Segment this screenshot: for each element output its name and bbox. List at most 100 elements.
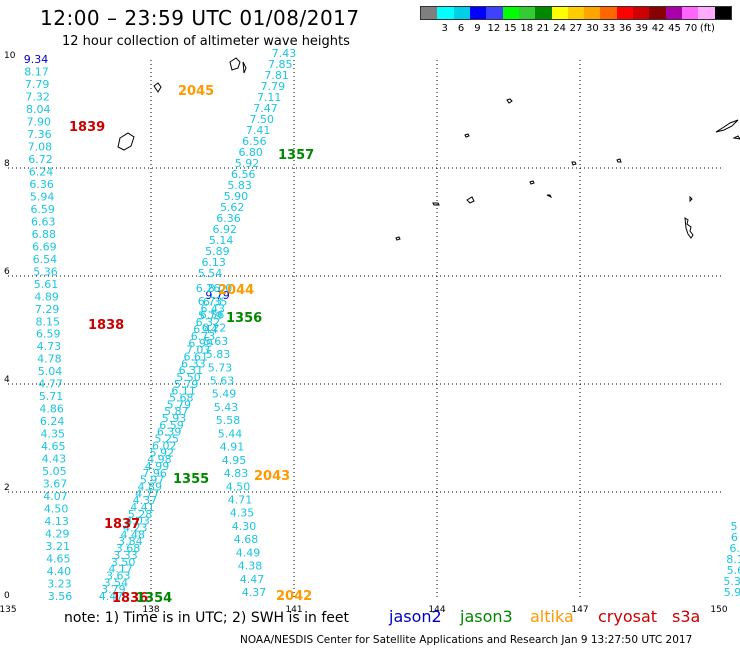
legend-swatch <box>584 7 601 19</box>
y-axis-label: 10 <box>4 51 16 61</box>
wave-height-value: 6.59 <box>159 419 184 432</box>
legend-swatch <box>633 7 650 19</box>
wave-height-value: 3.67 <box>43 478 68 491</box>
island-outline <box>242 61 247 74</box>
wave-height-value: 5.25 <box>154 433 179 446</box>
track-5: 5.955.325.68.16.65 <box>723 520 740 599</box>
wave-height-value: 9.34 <box>24 53 49 66</box>
wave-height-value: 5.87 <box>164 405 189 418</box>
wave-height-value: 4.17 <box>108 563 133 576</box>
wave-height-value: 6.88 <box>32 228 57 241</box>
wave-height-value: 4.98 <box>147 453 172 466</box>
wave-height-value: 5.90 <box>224 190 249 203</box>
x-axis-label: 138 <box>142 605 159 615</box>
wave-height-value: 5.79 <box>198 309 223 322</box>
wave-height-value: 4.89 <box>138 480 163 493</box>
wave-height-value: 3.21 <box>46 540 71 553</box>
island-outline <box>466 196 475 204</box>
wave-height-value: 5.44 <box>218 427 243 440</box>
wave-height-value: 4.50 <box>226 480 251 493</box>
island-outline <box>684 216 694 239</box>
pass-time-label: 2045 <box>178 84 214 99</box>
wave-height-value: 3.63 <box>106 569 131 582</box>
legend-swatch <box>714 7 731 19</box>
wave-height-value: 7.96 <box>142 467 167 480</box>
pass-time-label: 1354 <box>136 591 172 606</box>
wave-height-value: 6.32 <box>196 316 221 329</box>
y-axis-label: 2 <box>4 483 10 493</box>
legend-swatch <box>682 7 699 19</box>
pass-time-label: 2044 <box>218 283 254 298</box>
wave-height-value: 5.97 <box>140 474 165 487</box>
legend-label: 18 <box>520 23 534 34</box>
wave-height-value: 8.1 <box>726 553 740 566</box>
wave-height-value: 4.38 <box>238 560 263 573</box>
wave-height-value: 7.08 <box>28 140 53 153</box>
wave-height-value: 4.30 <box>232 520 257 533</box>
island-outline <box>395 236 401 241</box>
wave-height-value: 5.71 <box>39 390 64 403</box>
wave-height-value: 5.95 <box>724 586 740 599</box>
wave-height-value: 4.83 <box>224 467 249 480</box>
pass-time-label: 1355 <box>173 472 209 487</box>
wave-height-value: 3.54 <box>104 576 129 589</box>
map-grid: 135 138 141 144 147 150 0 2 4 6 8 10 <box>0 51 728 615</box>
wave-height-value: 4.37 <box>133 494 158 507</box>
wave-height-value: 6.02 <box>152 439 177 452</box>
legend-swatch <box>535 7 552 19</box>
wave-height-value: 3.84 <box>118 535 143 548</box>
wave-height-value: 6.26 <box>196 282 221 295</box>
wave-height-value: 6.56 <box>242 135 267 148</box>
wave-height-value: 7.11 <box>257 91 282 104</box>
wave-height-value: 5.58 <box>216 414 241 427</box>
wave-height-value: 4.89 <box>34 290 59 303</box>
wave-height-value: 5.73 <box>208 361 233 374</box>
island-outline <box>464 133 470 138</box>
wave-height-value: 6.61 <box>184 350 209 363</box>
legend-label: 30 <box>586 23 599 34</box>
wave-height-value: 7.47 <box>253 102 278 115</box>
legend-swatch <box>437 7 454 19</box>
legend-swatch <box>649 7 666 19</box>
wave-height-value: 8.15 <box>35 315 60 328</box>
wave-height-value: 8.17 <box>24 65 49 78</box>
wave-height-value: 6.35 <box>203 296 228 309</box>
legend-label: 36 <box>618 23 632 34</box>
track-2: 4.473.793.543.634.173.503.333.683.844.48… <box>99 282 233 603</box>
wave-height-value: 6.36 <box>29 178 54 191</box>
island-outline <box>732 135 740 140</box>
pass-time-labels: 2045 1839 1357 2044 1838 1356 2043 1355 1837 2042… <box>69 84 314 606</box>
island-outline <box>571 161 577 166</box>
wave-height-value: 6.36 <box>216 212 241 225</box>
legend-swatch <box>698 7 715 19</box>
wave-height-value: 4.49 <box>236 546 261 559</box>
wave-height-value: 6.73 <box>191 330 216 343</box>
coastline-layer <box>117 57 740 241</box>
wave-height-value: 5.92 <box>235 157 260 170</box>
wave-height-value: 5 <box>731 520 738 533</box>
wave-height-value: 6.33 <box>181 357 206 370</box>
wave-height-value: 5.6 <box>727 564 740 577</box>
wave-height-value: 5.68 <box>169 392 194 405</box>
wave-height-value: 6. <box>729 542 740 555</box>
legend-swatch <box>486 7 503 19</box>
legend-swatch <box>567 7 585 19</box>
legend-label: 15 <box>503 23 517 34</box>
legend-color-bar <box>420 6 732 20</box>
island-outline <box>153 82 162 93</box>
wave-height-value: 5.04 <box>38 365 63 378</box>
island-outline <box>432 202 440 206</box>
legend-swatch <box>518 7 536 19</box>
wave-height-value: 7.79 <box>261 80 286 93</box>
wave-height-value: 5.92 <box>150 446 175 459</box>
wave-height-value: 7.85 <box>268 58 293 71</box>
wave-height-value: 8.04 <box>26 103 51 116</box>
wave-height-value: 6.73 <box>198 295 223 308</box>
wave-height-value: 4.65 <box>41 440 66 453</box>
wave-height-value: 4.48 <box>121 528 146 541</box>
wave-height-value: 5.43 <box>214 401 239 414</box>
legend-swatch <box>551 7 568 19</box>
y-axis-label: 6 <box>4 267 10 277</box>
legend-label: 21 <box>536 23 550 34</box>
wave-height-value: 4.99 <box>145 460 170 473</box>
